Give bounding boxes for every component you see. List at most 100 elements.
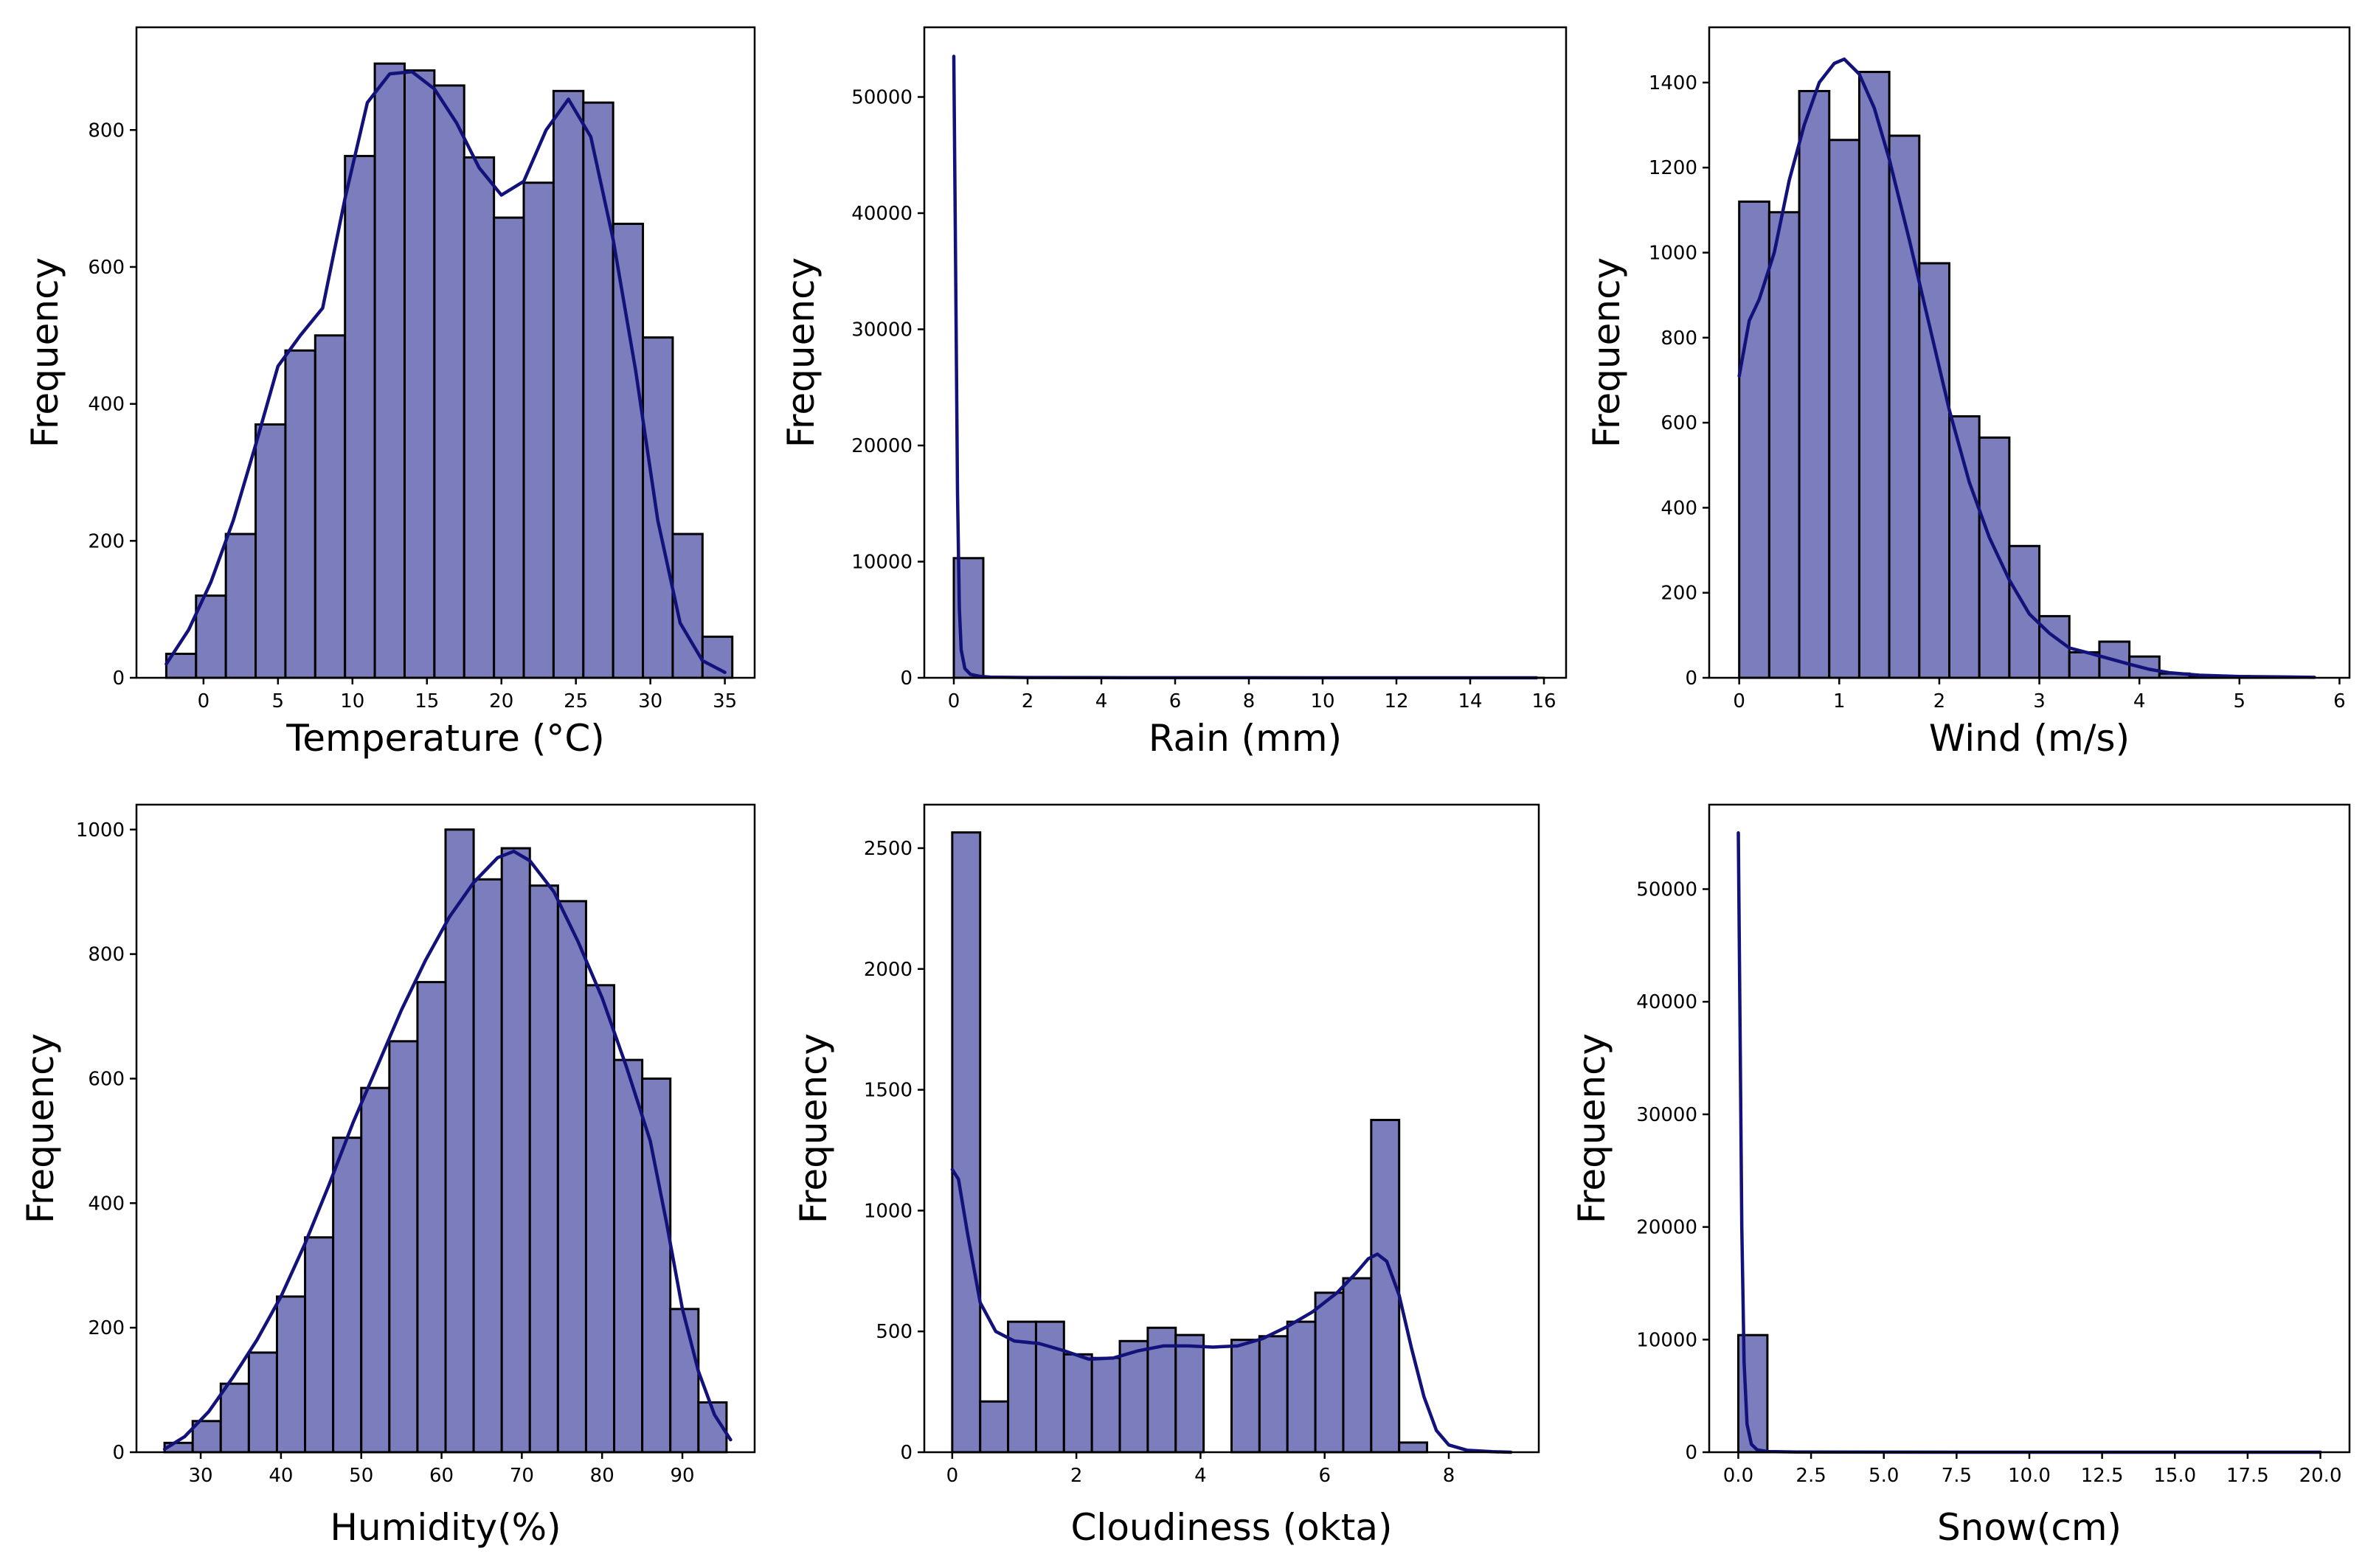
y-tick-label: 10000	[851, 552, 913, 574]
y-tick-label: 0	[1685, 1442, 1697, 1464]
x-tick-label: 0	[198, 690, 210, 712]
y-axis-label: Frequency	[792, 1033, 835, 1224]
x-tick-label: 80	[590, 1465, 614, 1487]
histogram-bar	[556, 900, 587, 1454]
y-axis-label: Frequency	[780, 257, 823, 448]
histogram-bar	[344, 155, 376, 679]
x-tick-label: 0	[946, 1465, 959, 1487]
y-tick-label: 200	[88, 530, 125, 552]
x-tick-label: 6	[2333, 690, 2346, 712]
x-tick-label: 3	[2033, 690, 2046, 712]
y-tick-label: 10000	[1636, 1329, 1697, 1351]
x-tick-label: 30	[189, 1465, 213, 1487]
y-tick-label: 200	[88, 1317, 125, 1339]
x-axis-ticks: 0 5 10 15 20 25 30 35	[198, 678, 737, 712]
x-axis-label: Snow(cm)	[1937, 1506, 2122, 1549]
x-tick-label: 15.0	[2153, 1465, 2196, 1487]
plot-frame	[135, 803, 756, 1454]
y-tick-label: 200	[1661, 583, 1697, 605]
y-tick-label: 800	[1661, 327, 1697, 350]
histogram-bar	[275, 1295, 307, 1454]
histogram-bar	[254, 423, 287, 679]
x-tick-label: 90	[671, 1465, 695, 1487]
y-tick-label: 40000	[1636, 991, 1697, 1013]
y-tick-label: 1200	[1649, 157, 1697, 179]
y-axis-ticks: 0 200 400 600 800 1000	[76, 819, 136, 1464]
x-tick-label: 20.0	[2299, 1465, 2342, 1487]
histogram-bar	[493, 216, 525, 679]
histogram-bar	[951, 831, 982, 1454]
y-axis-label: Frequency	[19, 1033, 62, 1224]
y-tick-label: 0	[112, 667, 125, 690]
histogram-bar	[1798, 89, 1831, 679]
histogram-bar	[247, 1351, 278, 1454]
histogram-bar	[1978, 436, 2011, 679]
histogram-bar	[1398, 1441, 1429, 1454]
x-tick-label: 4	[2133, 690, 2146, 712]
y-tick-label: 0	[1685, 667, 1697, 690]
x-tick-label: 5	[272, 690, 285, 712]
y-tick-label: 30000	[851, 319, 913, 341]
x-tick-label: 2	[1070, 1465, 1083, 1487]
histogram-bar	[1174, 1333, 1205, 1454]
histogram-bar	[1118, 1339, 1149, 1454]
histogram-bar	[2008, 544, 2041, 679]
x-tick-label: 5	[2234, 690, 2246, 712]
x-axis-ticks: 0 2 4 6 8	[946, 1452, 1455, 1487]
histogram-bar	[669, 1308, 700, 1454]
histogram-bar	[522, 181, 555, 679]
kde-curve	[952, 55, 1539, 680]
histogram-bar	[472, 878, 503, 1454]
y-tick-label: 600	[1661, 412, 1697, 434]
y-tick-label: 0	[900, 1442, 913, 1464]
histogram-bar	[1314, 1291, 1345, 1454]
x-tick-label: 2	[1022, 690, 1034, 712]
x-tick-label: 8	[1243, 690, 1256, 712]
x-axis-ticks: 0.0 2.5 5.0 7.5 10.0 12.5 15.0 17.5 20.0	[1723, 1452, 2342, 1487]
kde-curve	[950, 1168, 1513, 1454]
x-tick-label: 15	[415, 690, 439, 712]
x-tick-label: 12	[1384, 690, 1408, 712]
histogram-bar	[1828, 139, 1860, 679]
y-tick-label: 400	[1661, 497, 1697, 519]
x-axis-label: Rain (mm)	[1149, 717, 1342, 760]
histogram-bar	[304, 1236, 335, 1454]
histogram-bar	[314, 334, 347, 679]
y-tick-label: 400	[88, 394, 125, 416]
x-tick-label: 50	[349, 1465, 373, 1487]
y-tick-label: 0	[112, 1442, 125, 1464]
x-tick-label: 25	[564, 690, 588, 712]
histogram-bars	[165, 62, 734, 679]
y-axis-ticks: 0 10000 20000 30000 40000 50000	[1636, 879, 1709, 1464]
x-tick-label: 0	[1733, 690, 1745, 712]
x-tick-label: 6	[1318, 1465, 1331, 1487]
x-tick-label: 60	[429, 1465, 454, 1487]
histogram-bars	[163, 828, 728, 1454]
x-tick-label: 1	[1833, 690, 1846, 712]
x-tick-label: 10.0	[2008, 1465, 2051, 1487]
histogram-bar	[1948, 414, 1981, 679]
y-tick-label: 20000	[851, 435, 913, 457]
x-tick-label: 17.5	[2226, 1465, 2269, 1487]
histogram-bars	[1736, 1333, 2322, 1454]
x-tick-label: 6	[1169, 690, 1182, 712]
histogram-bar	[582, 101, 614, 679]
y-tick-label: 50000	[851, 87, 913, 109]
y-tick-label: 800	[88, 119, 125, 142]
x-axis-ticks: 0 1 2 3 4 5 6	[1733, 678, 2346, 712]
histogram-bar	[1342, 1277, 1373, 1454]
chart-panel-5: 0 2 4 6 8 0 500 1000 1500 2000 2500 Cloudiness (okt…	[792, 803, 1540, 1549]
y-tick-label: 500	[876, 1321, 913, 1343]
y-tick-label: 1500	[864, 1080, 913, 1102]
histogram-bar	[1258, 1335, 1289, 1454]
y-tick-label: 0	[900, 667, 913, 690]
histogram-bar	[360, 1086, 391, 1454]
histogram-bar	[373, 62, 406, 679]
y-tick-label: 40000	[851, 203, 913, 225]
histogram-bar	[701, 635, 734, 679]
x-axis-label: Humidity(%)	[330, 1506, 561, 1549]
histogram-bar	[1736, 1333, 1769, 1454]
y-tick-label: 50000	[1636, 879, 1697, 901]
histogram-bar	[1738, 200, 1770, 679]
x-tick-label: 2.5	[1795, 1465, 1826, 1487]
